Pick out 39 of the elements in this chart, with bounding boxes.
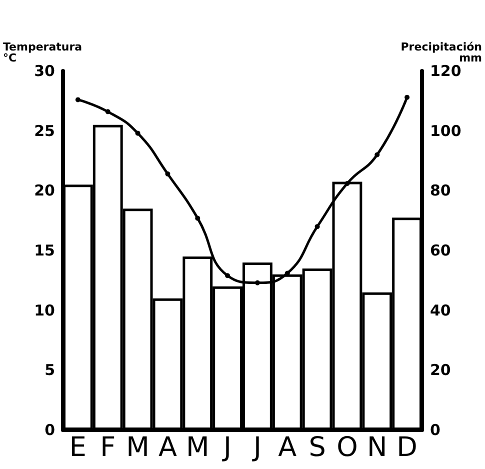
x-tick-label: F [100, 432, 116, 463]
y-tick-label: 25 [34, 122, 55, 140]
y-tick-label: 5 [44, 361, 55, 380]
y2-tick-label: 100 [430, 122, 462, 140]
point [254, 280, 260, 286]
y2-axis-title: Precipitación mm [400, 40, 482, 65]
y-tick-label: 10 [34, 301, 55, 320]
x-tick-label: S [308, 432, 326, 463]
y2-tick-label: 60 [430, 242, 451, 260]
point [195, 216, 200, 221]
y2-tick-label: 80 [430, 182, 451, 200]
point [404, 94, 410, 100]
y-tick-label: 15 [34, 242, 55, 260]
x-tick-label: M [126, 432, 150, 463]
point [225, 273, 230, 278]
y2-tick-label: 0 [430, 421, 440, 439]
point [75, 97, 80, 102]
y2-tick-label: 120 [430, 62, 462, 80]
x-tick-label: A [278, 432, 298, 463]
point [374, 152, 380, 158]
x-tick-label: D [396, 432, 418, 463]
point [344, 180, 350, 186]
x-tick-label: M [186, 432, 210, 463]
y-axis-title: Temperatura °C [3, 40, 82, 65]
x-tick-label: A [158, 432, 178, 463]
x-tick-label: E [69, 432, 86, 463]
point [314, 224, 320, 230]
x-tick-label: J [251, 432, 262, 463]
point [165, 171, 170, 176]
x-tick-label: O [336, 432, 358, 463]
y2-tick-label: 20 [430, 361, 451, 380]
point [135, 130, 140, 136]
y-tick-label: 30 [34, 62, 55, 80]
x-tick-label: N [367, 432, 388, 463]
y-tick-label: 0 [44, 421, 55, 439]
x-tick-label: J [222, 432, 232, 463]
y2-tick-label: 40 [430, 301, 451, 320]
point [105, 109, 110, 114]
y-tick-label: 20 [34, 182, 55, 200]
